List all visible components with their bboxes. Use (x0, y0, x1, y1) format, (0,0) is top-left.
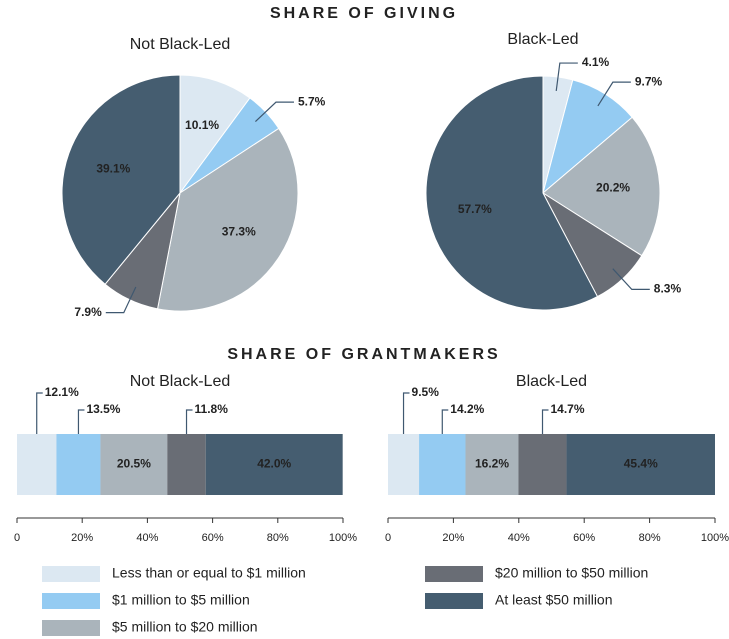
legend-label: $20 million to $50 million (495, 565, 648, 581)
legend-swatch (425, 593, 483, 609)
legend-label: Less than or equal to $1 million (112, 565, 306, 581)
bar-segment (419, 434, 466, 495)
bar-segment (100, 434, 168, 495)
pie-slice (542, 116, 661, 257)
value-label: 9.5% (412, 385, 440, 399)
value-label: 20.2% (596, 180, 630, 194)
leader-line (597, 81, 631, 107)
value-label: 16.2% (475, 457, 509, 471)
x-tick-label: 40% (508, 532, 530, 544)
x-tick-label: 100% (701, 532, 729, 544)
pie-slice (179, 74, 251, 195)
leader-line (612, 268, 650, 290)
leader-line (402, 392, 410, 434)
x-tick-label: 60% (573, 532, 595, 544)
x-tick-label: 80% (639, 532, 661, 544)
x-tick-label: 40% (136, 532, 158, 544)
value-label: 39.1% (96, 161, 130, 175)
bar-segment (167, 434, 206, 495)
chart-title: Black-Led (507, 31, 578, 48)
leader-line (441, 409, 449, 434)
bar-segment (17, 434, 57, 495)
bar-segment (465, 434, 519, 495)
value-label: 14.7% (551, 402, 585, 416)
pie-slice (61, 74, 181, 285)
chart-title: Black-Led (516, 373, 587, 390)
x-tick-label: 20% (71, 532, 93, 544)
bar-segment (566, 434, 715, 495)
bar-segment (388, 434, 420, 495)
leader-line (555, 62, 578, 91)
leader-line (255, 101, 294, 123)
value-label: 4.1% (582, 55, 610, 69)
value-label: 8.3% (654, 282, 682, 296)
legend-swatch (42, 566, 100, 582)
x-tick-label: 60% (202, 532, 224, 544)
pie-slice (156, 127, 299, 312)
value-label: 57.7% (458, 202, 492, 216)
value-label: 9.7% (635, 74, 663, 88)
leader-line (36, 392, 43, 434)
bar-segment (205, 434, 343, 495)
leader-line (77, 409, 85, 434)
value-label: 7.9% (74, 305, 102, 319)
x-tick-label: 20% (442, 532, 464, 544)
value-label: 20.5% (117, 457, 151, 471)
chart-title: Not Black-Led (130, 373, 231, 390)
x-tick-label: 0 (14, 532, 20, 544)
bar-segment (56, 434, 101, 495)
value-label: 5.7% (298, 94, 326, 108)
leader-line (541, 409, 549, 434)
value-label: 45.4% (624, 457, 658, 471)
value-label: 11.8% (195, 402, 229, 416)
x-tick-label: 0 (385, 532, 391, 544)
chart-title: Not Black-Led (130, 36, 231, 53)
leader-line (185, 409, 193, 434)
legend-swatch (42, 593, 100, 609)
legend-swatch (42, 620, 100, 636)
legend-label: $1 million to $5 million (112, 592, 250, 608)
value-label: 37.3% (222, 225, 256, 239)
bar-segment (518, 434, 567, 495)
section-title: SHARE OF GRANTMAKERS (227, 346, 500, 363)
section-title: SHARE OF GIVING (270, 5, 458, 22)
value-label: 42.0% (257, 457, 291, 471)
pie-slice (425, 75, 599, 311)
value-label: 12.1% (45, 385, 79, 399)
value-label: 13.5% (86, 402, 120, 416)
value-label: 10.1% (185, 118, 219, 132)
x-tick-label: 80% (267, 532, 289, 544)
leader-line (105, 286, 137, 314)
value-label: 14.2% (450, 402, 484, 416)
legend-label: $5 million to $20 million (112, 619, 258, 635)
x-tick-label: 100% (329, 532, 357, 544)
legend-label: At least $50 million (495, 592, 613, 608)
legend-swatch (425, 566, 483, 582)
